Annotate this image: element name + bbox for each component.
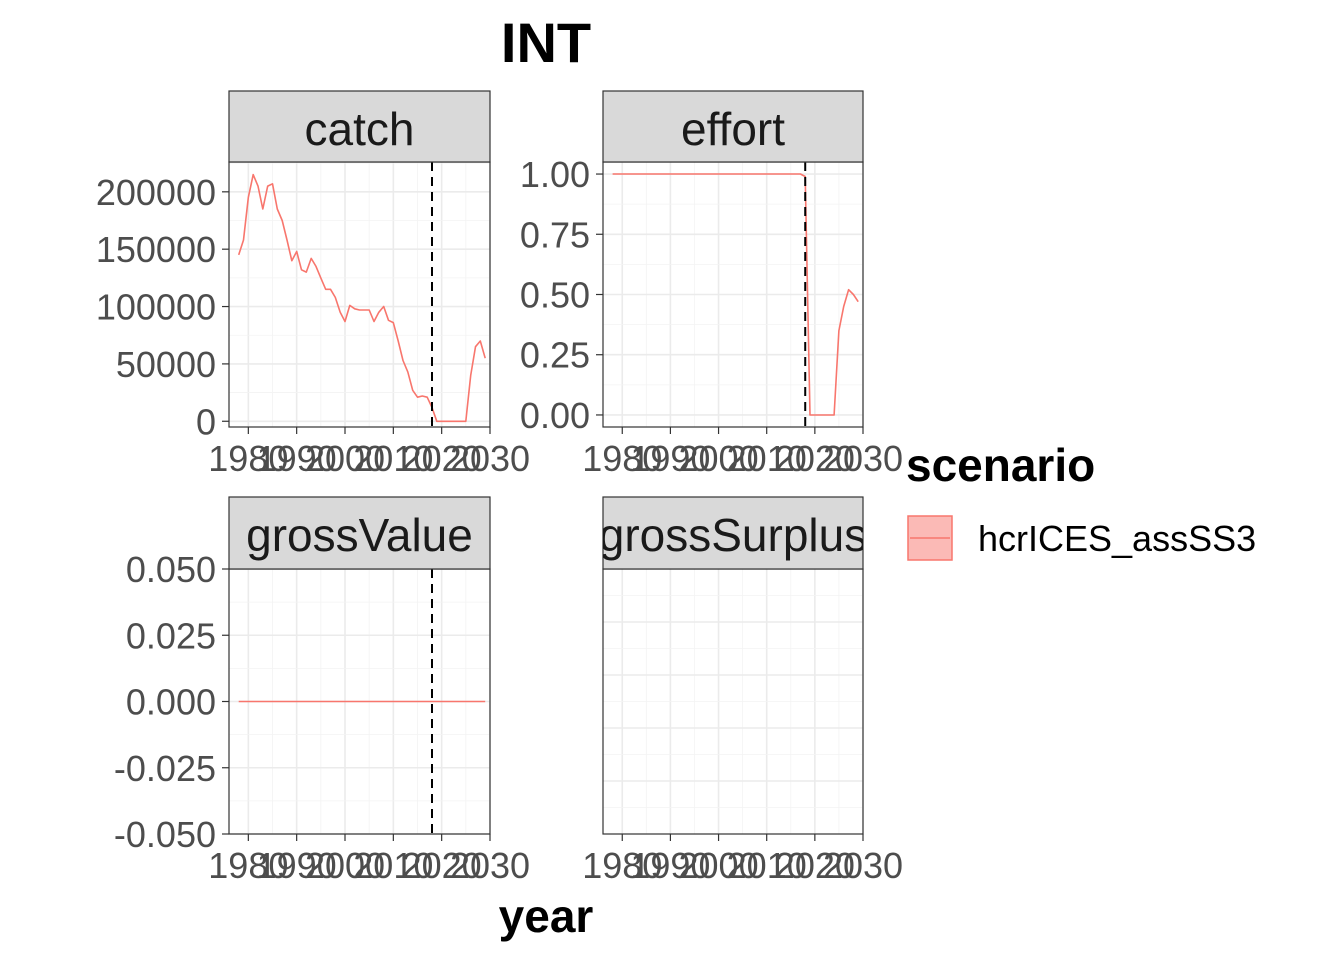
x-tick-label: 2030 — [823, 845, 903, 886]
facet-panel-grossValue: grossValue -0.050 -0.025 0.000 0.025 0.050 198… — [114, 496, 530, 886]
x-tick-label: 1990 — [630, 438, 710, 479]
facet-strip-label: catch — [305, 103, 415, 155]
panel-background — [229, 162, 490, 427]
chart-title: INT — [501, 11, 591, 74]
y-tick-label: 200000 — [96, 172, 216, 213]
x-tick-label: 1980 — [582, 438, 662, 479]
x-tick-label: 1990 — [257, 845, 337, 886]
x-tick-label: 2000 — [679, 438, 759, 479]
facet-strip-label: grossSurplus — [599, 509, 867, 561]
facet-strip — [228, 90, 491, 163]
x-tick-label: 2030 — [823, 438, 903, 479]
x-tick-label: 1980 — [208, 438, 288, 479]
x-tick-label: 2010 — [353, 845, 433, 886]
facet-strip-label: grossValue — [246, 509, 473, 561]
facet-strip — [602, 90, 864, 163]
y-tick-label: 0.000 — [126, 682, 216, 723]
x-tick-label: 2000 — [305, 438, 385, 479]
x-tick-label: 2020 — [775, 845, 855, 886]
y-tick-label: 50000 — [116, 344, 216, 385]
facet-panel-effort: effort0.000.250.500.751.0019801990200020… — [520, 90, 903, 479]
y-tick-label: 0.50 — [520, 275, 590, 316]
x-tick-label: 2010 — [727, 438, 807, 479]
legend: scenario hcrICES_assSS3 — [906, 439, 1256, 561]
y-tick-label: 0.025 — [126, 615, 216, 656]
y-tick-label: 0.00 — [520, 395, 590, 436]
legend-title: scenario — [906, 439, 1095, 491]
y-tick-label: 0.75 — [520, 214, 590, 255]
x-tick-label: 2010 — [353, 438, 433, 479]
x-tick-label: 2000 — [679, 845, 759, 886]
y-tick-label: 0.050 — [126, 549, 216, 590]
x-tick-label: 2020 — [775, 438, 855, 479]
series-line-effort[interactable] — [612, 173, 859, 416]
facet-strip — [228, 496, 491, 570]
y-tick-label: 100000 — [96, 287, 216, 328]
x-tick-label: 1980 — [582, 845, 662, 886]
y-tick-label: 0 — [196, 401, 216, 442]
x-axis-title: year — [499, 890, 594, 942]
x-tick-label: 2020 — [402, 845, 482, 886]
y-tick-label: 150000 — [96, 229, 216, 270]
x-tick-label: 2030 — [450, 438, 530, 479]
x-tick-label: 1980 — [208, 845, 288, 886]
facet-panel-catch: catch 0 50000 100000 150000 200000 19801990200… — [96, 90, 530, 479]
x-tick-label: 2020 — [402, 438, 482, 479]
facet-panels: catch05000010000015000020000019801990200… — [96, 90, 903, 886]
x-tick-label: 2030 — [450, 845, 530, 886]
y-tick-label: -0.050 — [114, 814, 216, 855]
x-tick-label: 2000 — [305, 845, 385, 886]
facet-strip — [602, 496, 864, 570]
facet-strip-label: effort — [681, 103, 785, 155]
legend-label-hcrices-asss3: hcrICES_assSS3 — [978, 518, 1256, 559]
y-tick-label: 1.00 — [520, 154, 590, 195]
x-tick-label: 1990 — [257, 438, 337, 479]
y-tick-label: -0.025 — [114, 748, 216, 789]
x-tick-label: 1990 — [630, 845, 710, 886]
y-tick-label: 0.25 — [520, 335, 590, 376]
x-tick-label: 2010 — [727, 845, 807, 886]
series-line-catch[interactable] — [237, 173, 486, 423]
